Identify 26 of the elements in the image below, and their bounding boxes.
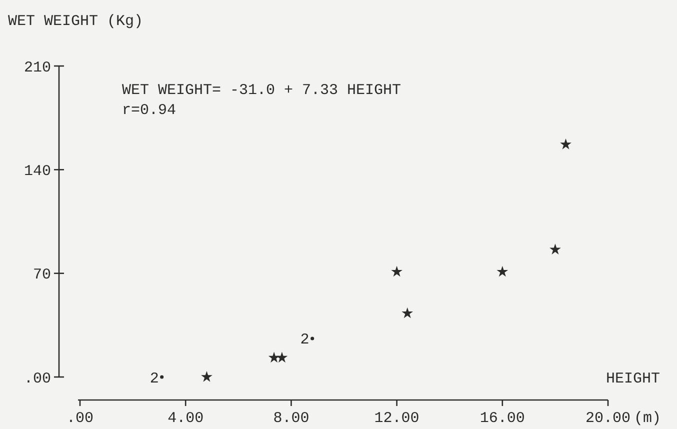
point: [160, 375, 164, 379]
y-tick-label: .00: [24, 370, 51, 388]
x-tick-label: .00: [66, 410, 94, 427]
point: [276, 352, 288, 363]
point: [402, 307, 414, 318]
y-axis-title: WET WEIGHT (Kg): [8, 13, 144, 30]
x-tick-label: 16.00: [480, 410, 525, 427]
annotation: 2: [300, 332, 310, 349]
annotation: WET WEIGHT= -31.0 + 7.33 HEIGHT r=0.94: [122, 82, 402, 119]
x-tick-label: 4.00: [168, 410, 204, 427]
x-axis-title: HEIGHT: [606, 370, 660, 388]
y-tick-label: 210: [24, 59, 51, 76]
text: (m): [634, 410, 662, 427]
y-tick-label: 70: [32, 266, 51, 284]
x-tick-label: 12.00: [374, 410, 420, 427]
point: [391, 266, 402, 277]
point: [201, 371, 212, 382]
point: [268, 352, 280, 363]
point: [560, 138, 572, 150]
x-tick-label: 8.00: [273, 410, 310, 427]
point: [496, 266, 508, 277]
x-tick-label: 20.00: [585, 410, 631, 427]
annotation: 2: [150, 370, 159, 388]
point: [310, 336, 314, 340]
y-tick-label: 140: [24, 162, 51, 180]
point: [550, 244, 561, 254]
